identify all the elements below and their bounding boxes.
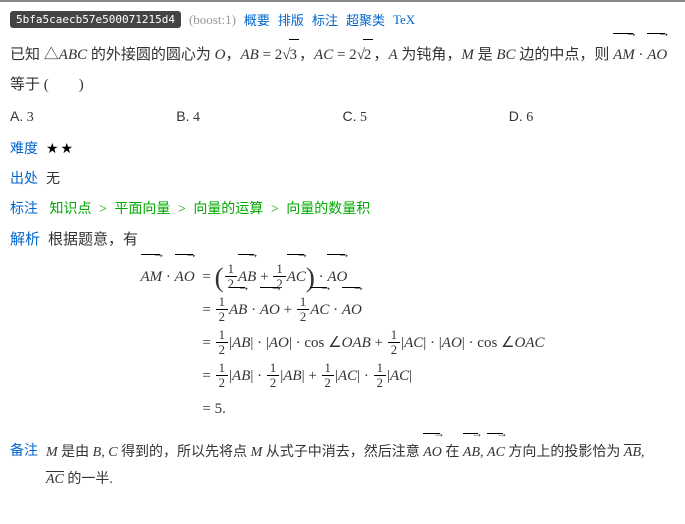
tags-row: 标注 知识点 > 平面向量 > 向量的运算 > 向量的数量积 — [10, 198, 675, 218]
difficulty-label: 难度 — [10, 142, 38, 157]
hash-badge: 5bfa5caecb57e500071215d4 — [10, 11, 181, 28]
choice-d[interactable]: D. 6 — [509, 108, 675, 126]
nav-annotate[interactable]: 标注 — [312, 10, 338, 29]
difficulty-row: 难度 ★★ — [10, 138, 675, 158]
tag-0[interactable]: 知识点 — [50, 202, 92, 217]
nav-typeset[interactable]: 排版 — [278, 10, 304, 29]
difficulty-stars: ★★ — [46, 142, 75, 157]
boost-label: (boost:1) — [189, 12, 236, 28]
tag-1[interactable]: 平面向量 — [114, 202, 170, 217]
solution-label: 解析 — [10, 232, 40, 248]
choices: A. 3 B. 4 C. 5 D. 6 — [10, 108, 675, 126]
source-row: 出处无 — [10, 168, 675, 188]
tag-2[interactable]: 向量的运算 — [193, 202, 263, 217]
source-label: 出处 — [10, 172, 38, 187]
nav-overview[interactable]: 概要 — [244, 10, 270, 29]
note-block: 备注 M 是由 B, C 得到的，所以先将点 M 从式子中消去，然后注意 AO … — [10, 440, 675, 493]
solution-intro: 解析根据题意，有 — [10, 228, 675, 249]
problem-statement: 已知 △ABC 的外接圆的圆心为 O，AB = 2√3，AC = 2√2，A 为… — [10, 39, 675, 100]
source-value: 无 — [46, 172, 60, 187]
nav-tex[interactable]: TeX — [393, 12, 415, 28]
choice-a[interactable]: A. 3 — [10, 108, 176, 126]
nav-cluster[interactable]: 超聚类 — [346, 10, 385, 29]
tags-label: 标注 — [10, 202, 38, 217]
choice-b[interactable]: B. 4 — [176, 108, 342, 126]
header: 5bfa5caecb57e500071215d4 (boost:1) 概要 排版… — [10, 10, 675, 29]
equation-block: AM · AO = (12AB + 12AC) · AO = 12AB · AO… — [10, 261, 675, 426]
tag-3[interactable]: 向量的数量积 — [286, 202, 370, 217]
choice-c[interactable]: C. 5 — [343, 108, 509, 126]
note-label: 备注 — [10, 444, 38, 459]
